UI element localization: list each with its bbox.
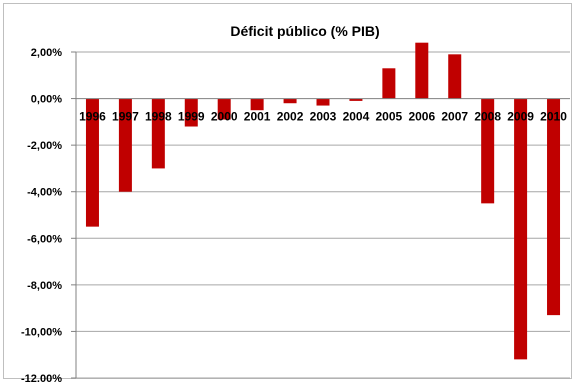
bars (85, 42, 561, 360)
y-tick-label: -12,00% (21, 373, 62, 382)
x-tick-label: 2003 (310, 110, 337, 124)
x-tick-label: 2007 (441, 110, 468, 124)
y-tick-label: -2,00% (27, 140, 62, 152)
x-tick-label: 2004 (343, 110, 370, 124)
y-tick-labels: 2,00% 0,00% -2,00% -4,00% -6,00% -8,00% -10,00… (21, 47, 62, 382)
y-tick-label: -4,00% (27, 187, 62, 199)
x-tick-label: 2000 (211, 110, 238, 124)
axes (71, 51, 570, 379)
bar-2010 (547, 98, 561, 316)
bar-2001 (250, 98, 264, 111)
x-tick-label: 2002 (277, 110, 304, 124)
y-tick-label: -6,00% (27, 233, 62, 245)
x-tick-label: 1997 (112, 110, 139, 124)
x-tick-label: 1999 (178, 110, 205, 124)
x-tick-label: 1998 (145, 110, 172, 124)
bar-1996 (85, 98, 99, 227)
x-tick-label: 2010 (540, 110, 567, 124)
bar-2008 (481, 98, 495, 204)
x-tick-labels: 1996 1997 1998 1999 2000 2001 2002 2003 2004 2005… (79, 110, 567, 124)
y-tick-label: 2,00% (31, 47, 62, 59)
bar-2005 (382, 68, 396, 99)
bar-2006 (415, 42, 429, 99)
bar-2003 (316, 98, 330, 106)
bar-2002 (283, 98, 297, 104)
bar-1997 (118, 98, 132, 192)
bar-2007 (448, 54, 462, 99)
bar-1999 (184, 98, 198, 127)
x-tick-label: 2006 (408, 110, 435, 124)
bar-2000 (217, 98, 231, 120)
x-tick-label: 1996 (79, 110, 106, 124)
y-tick-label: -8,00% (27, 280, 62, 292)
y-tick-label: 0,00% (31, 94, 62, 106)
x-tick-label: 2001 (244, 110, 271, 124)
chart-title: Déficit público (% PIB) (230, 23, 379, 39)
bar-2009 (514, 98, 528, 360)
x-tick-label: 2005 (376, 110, 403, 124)
y-tick-label: -10,00% (21, 326, 62, 338)
bar-2004 (349, 98, 363, 101)
bar-1998 (151, 98, 165, 169)
x-tick-label: 2008 (474, 110, 501, 124)
x-tick-label: 2009 (507, 110, 534, 124)
